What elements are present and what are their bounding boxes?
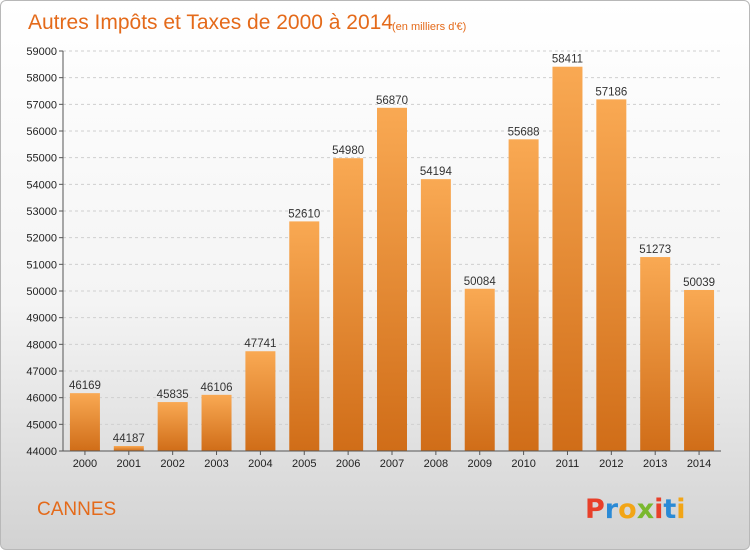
data-label-2009: 50084 (464, 276, 497, 288)
data-label-2013: 51273 (639, 244, 671, 256)
x-tick-label-2013: 2013 (643, 458, 667, 470)
data-label-2012: 57186 (595, 86, 627, 98)
chart-title: Autres Impôts et Taxes de 2000 à 2014 (28, 11, 393, 34)
bar-2006 (333, 158, 364, 451)
data-label-2008: 54194 (420, 166, 453, 178)
bar-2000 (69, 393, 100, 451)
x-tick-label-2000: 2000 (73, 458, 97, 470)
x-tick-label-2004: 2004 (248, 458, 272, 470)
y-tick-label: 56000 (26, 126, 57, 138)
bar-2007 (377, 107, 407, 452)
y-tick-label: 46000 (26, 393, 57, 405)
proxiti-logo: Proxiti (585, 494, 686, 525)
y-tick-label: 54000 (26, 179, 57, 191)
data-label-2002: 45835 (157, 389, 189, 401)
y-tick-label: 49000 (26, 313, 57, 325)
data-label-2001: 44187 (113, 433, 145, 445)
x-tick-label-2010: 2010 (511, 458, 535, 470)
logo-letter: i (676, 494, 685, 525)
data-label-2000: 46169 (69, 380, 101, 392)
x-tick-label-2003: 2003 (204, 458, 228, 470)
x-tick-label-2009: 2009 (467, 458, 491, 470)
bar-2010 (508, 139, 539, 451)
bar-2011 (552, 66, 583, 451)
logo-letter: x (637, 494, 654, 525)
x-tick-label-2011: 2011 (556, 458, 580, 470)
y-axis: 44000 45000 46000 47000 48000 49000 50000 51000… (26, 46, 64, 458)
y-tick-label: 53000 (26, 206, 57, 218)
bar-2001 (113, 446, 144, 451)
data-label-2004: 47741 (244, 338, 276, 350)
data-label-2003: 46106 (201, 382, 233, 394)
y-tick-label: 44000 (26, 446, 57, 458)
city-name: CANNES (37, 499, 116, 520)
y-tick-label: 48000 (26, 339, 57, 351)
bars (69, 66, 715, 452)
logo-letter: r (605, 494, 619, 525)
bar-2014 (684, 289, 715, 451)
bar-2005 (289, 221, 320, 451)
x-tick-label-2006: 2006 (336, 458, 360, 470)
bar-2002 (157, 402, 188, 451)
x-tick-label-2001: 2001 (117, 458, 141, 470)
x-tick-label-2005: 2005 (292, 458, 316, 470)
y-tick-label: 50000 (26, 286, 57, 298)
bar-2003 (201, 394, 232, 451)
data-label-2005: 52610 (288, 208, 320, 220)
y-tick-label: 59000 (26, 46, 57, 58)
bar-2013 (640, 257, 671, 451)
x-tick-label-2014: 2014 (687, 458, 711, 470)
data-label-2007: 56870 (376, 95, 408, 107)
y-tick-label: 45000 (26, 419, 57, 431)
bar-2012 (596, 99, 627, 451)
bar-2008 (420, 179, 451, 451)
logo-letter: t (663, 494, 676, 525)
logo-letter: i (654, 494, 663, 525)
x-tick-label-2002: 2002 (160, 458, 184, 470)
x-tick-label-2012: 2012 (599, 458, 623, 470)
y-tick-label: 47000 (26, 366, 57, 378)
chart-subtitle: (en milliers d'€) (392, 21, 466, 33)
data-label-2014: 50039 (683, 277, 715, 289)
data-labels: 46169 44187 45835 46106 47741 52610 54980 56870… (69, 54, 715, 445)
bar-2004 (245, 351, 276, 451)
bar-2009 (464, 288, 495, 451)
x-axis: 2000 2001 2002 2003 2004 2005 2006 2007 2008 2009… (63, 450, 721, 470)
logo-letter: o (618, 494, 637, 525)
logo-letter: P (585, 494, 605, 525)
data-label-2006: 54980 (332, 145, 364, 157)
x-tick-label-2007: 2007 (380, 458, 404, 470)
y-tick-label: 55000 (26, 153, 57, 165)
data-label-2010: 55688 (508, 126, 540, 138)
y-tick-label: 57000 (26, 99, 57, 111)
y-tick-label: 58000 (26, 73, 57, 85)
x-tick-label-2008: 2008 (424, 458, 448, 470)
data-label-2011: 58411 (552, 54, 583, 66)
y-tick-label: 52000 (26, 233, 57, 245)
y-tick-label: 51000 (26, 259, 57, 271)
